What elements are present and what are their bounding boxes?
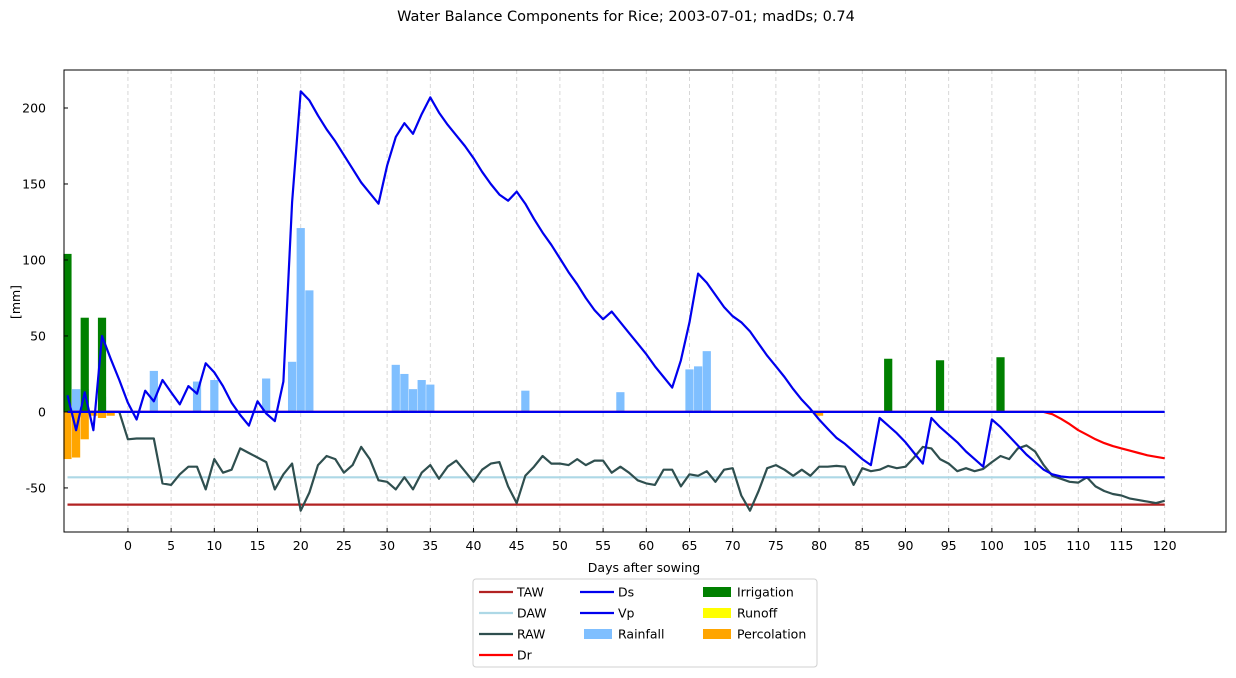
rainfall-bar-18 bbox=[694, 366, 703, 412]
rainfall-bar-15 bbox=[521, 390, 530, 412]
x-tick-label-70: 70 bbox=[725, 538, 741, 553]
rainfall-bar-8 bbox=[296, 228, 305, 412]
bars bbox=[63, 228, 1005, 460]
legend-swatch-irrigation bbox=[703, 587, 731, 597]
x-tick-label-75: 75 bbox=[768, 538, 784, 553]
x-tick-label-105: 105 bbox=[1023, 538, 1047, 553]
percolation-bar-6 bbox=[814, 411, 824, 416]
percolation-bar-4 bbox=[97, 411, 107, 419]
x-tick-label-5: 5 bbox=[167, 538, 175, 553]
y-tick-label-100: 100 bbox=[22, 252, 46, 267]
legend-label-vp: Vp bbox=[618, 606, 635, 621]
irrigation-bar-5 bbox=[996, 357, 1005, 412]
legend: TAW DAW RAW Dr Ds Vp Rainfall Irrigation Runoff P… bbox=[472, 578, 818, 668]
legend-box bbox=[472, 578, 818, 668]
x-tick-label-35: 35 bbox=[422, 538, 438, 553]
ds-line bbox=[66, 90, 1165, 479]
legend-label-runoff: Runoff bbox=[737, 606, 778, 621]
x-tick-label-25: 25 bbox=[336, 538, 352, 553]
irrigation-bar-2 bbox=[97, 317, 107, 412]
irrigation-bar-0 bbox=[63, 253, 72, 412]
x-tick-label-80: 80 bbox=[811, 538, 827, 553]
legend-label-ds: Ds bbox=[618, 585, 634, 600]
rainfall-bar-0 bbox=[71, 389, 81, 412]
x-tick-label-50: 50 bbox=[552, 538, 568, 553]
percolation-bar-0 bbox=[63, 411, 72, 460]
grid-lines bbox=[127, 70, 1166, 532]
chart-title: Water Balance Components for Rice; 2003-… bbox=[397, 9, 855, 25]
rainfall-bar-13 bbox=[417, 380, 426, 412]
rainfall-bar-11 bbox=[400, 373, 409, 412]
rainfall-bar-3 bbox=[149, 370, 158, 412]
dr-line bbox=[67, 410, 1165, 460]
percolation-bar-3 bbox=[89, 411, 98, 416]
rainfall-bar-19 bbox=[702, 351, 711, 412]
series-lines bbox=[66, 90, 1165, 512]
x-tick-label-15: 15 bbox=[250, 538, 266, 553]
x-tick-label-115: 115 bbox=[1110, 538, 1134, 553]
x-tick-label-0: 0 bbox=[124, 538, 132, 553]
plot-frame bbox=[63, 69, 1227, 533]
x-tick-label-40: 40 bbox=[466, 538, 482, 553]
x-tick-label-100: 100 bbox=[980, 538, 1004, 553]
legend-label-rainfall: Rainfall bbox=[618, 627, 664, 642]
rainfall-bar-4 bbox=[192, 381, 202, 412]
legend-swatch-rainfall bbox=[584, 629, 612, 639]
y-tick-label-0: 0 bbox=[38, 404, 46, 419]
percolation-bar-1 bbox=[71, 411, 81, 458]
irrigation-bar-3 bbox=[884, 358, 893, 412]
legend-label-percolation: Percolation bbox=[737, 627, 806, 642]
rainfall-bar-9 bbox=[305, 290, 314, 412]
rainfall-bar-16 bbox=[616, 392, 625, 412]
x-tick-label-65: 65 bbox=[682, 538, 698, 553]
legend-swatch-runoff bbox=[703, 608, 731, 618]
x-tick-label-120: 120 bbox=[1153, 538, 1177, 553]
irrigation-bar-1 bbox=[80, 317, 89, 412]
x-tick-label-60: 60 bbox=[638, 538, 654, 553]
rainfall-bar-17 bbox=[685, 369, 694, 412]
x-tick-label-10: 10 bbox=[206, 538, 222, 553]
y-axis-ticks: -50 0 50 100 150 200 bbox=[22, 100, 68, 495]
legend-label-raw: RAW bbox=[517, 627, 545, 642]
y-tick-label-150: 150 bbox=[22, 176, 46, 191]
x-tick-label-95: 95 bbox=[941, 538, 957, 553]
x-axis-label: Days after sowing bbox=[588, 560, 700, 575]
legend-label-irrigation: Irrigation bbox=[737, 585, 794, 600]
irrigation-bar-4 bbox=[935, 360, 945, 412]
percolation-bar-2 bbox=[80, 411, 89, 440]
y-tick-label--50: -50 bbox=[26, 480, 46, 495]
percolation-bar-5 bbox=[106, 411, 115, 416]
plot-area bbox=[64, 70, 1226, 532]
y-tick-label-200: 200 bbox=[22, 100, 46, 115]
x-tick-label-45: 45 bbox=[509, 538, 525, 553]
y-tick-label-50: 50 bbox=[30, 328, 46, 343]
y-axis-label: [mm] bbox=[8, 285, 23, 319]
rainfall-bar-5 bbox=[210, 380, 219, 412]
legend-label-dr: Dr bbox=[517, 648, 533, 663]
legend-swatch-percolation bbox=[703, 629, 731, 639]
x-axis-ticks: 0 5 10 15 20 25 30 35 40 45 50 55 60 65 70 75 80 85 90 95 10… bbox=[124, 528, 1177, 553]
x-tick-label-85: 85 bbox=[854, 538, 870, 553]
x-tick-label-55: 55 bbox=[595, 538, 611, 553]
x-tick-label-110: 110 bbox=[1066, 538, 1090, 553]
rainfall-bar-12 bbox=[408, 389, 418, 412]
legend-label-daw: DAW bbox=[517, 606, 547, 621]
rainfall-bar-6 bbox=[262, 378, 271, 412]
rainfall-bar-10 bbox=[391, 364, 400, 412]
rainfall-bar-7 bbox=[287, 361, 297, 412]
rainfall-bar-14 bbox=[426, 384, 435, 412]
raw-line bbox=[67, 410, 1165, 512]
x-tick-label-30: 30 bbox=[379, 538, 395, 553]
legend-label-taw: TAW bbox=[516, 585, 544, 600]
x-tick-label-20: 20 bbox=[293, 538, 309, 553]
x-tick-label-90: 90 bbox=[898, 538, 914, 553]
